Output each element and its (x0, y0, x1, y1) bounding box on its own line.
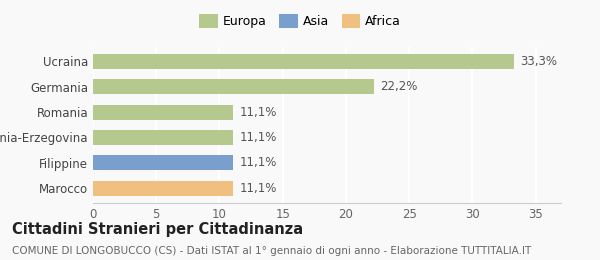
Text: 11,1%: 11,1% (240, 131, 277, 144)
Bar (93, 105, 233, 120)
Legend: Europa, Asia, Africa: Europa, Asia, Africa (194, 9, 406, 33)
Bar (93, 79, 374, 94)
Bar (93, 155, 233, 170)
Text: 11,1%: 11,1% (240, 182, 277, 195)
Text: 33,3%: 33,3% (521, 55, 557, 68)
Text: Cittadini Stranieri per Cittadinanza: Cittadini Stranieri per Cittadinanza (12, 222, 303, 237)
Bar (93, 180, 233, 196)
Text: 11,1%: 11,1% (240, 156, 277, 169)
Text: 22,2%: 22,2% (380, 80, 418, 93)
Text: 11,1%: 11,1% (240, 106, 277, 119)
Bar (93, 130, 233, 145)
Bar (93, 54, 514, 69)
Text: COMUNE DI LONGOBUCCO (CS) - Dati ISTAT al 1° gennaio di ogni anno - Elaborazione: COMUNE DI LONGOBUCCO (CS) - Dati ISTAT a… (12, 246, 531, 256)
